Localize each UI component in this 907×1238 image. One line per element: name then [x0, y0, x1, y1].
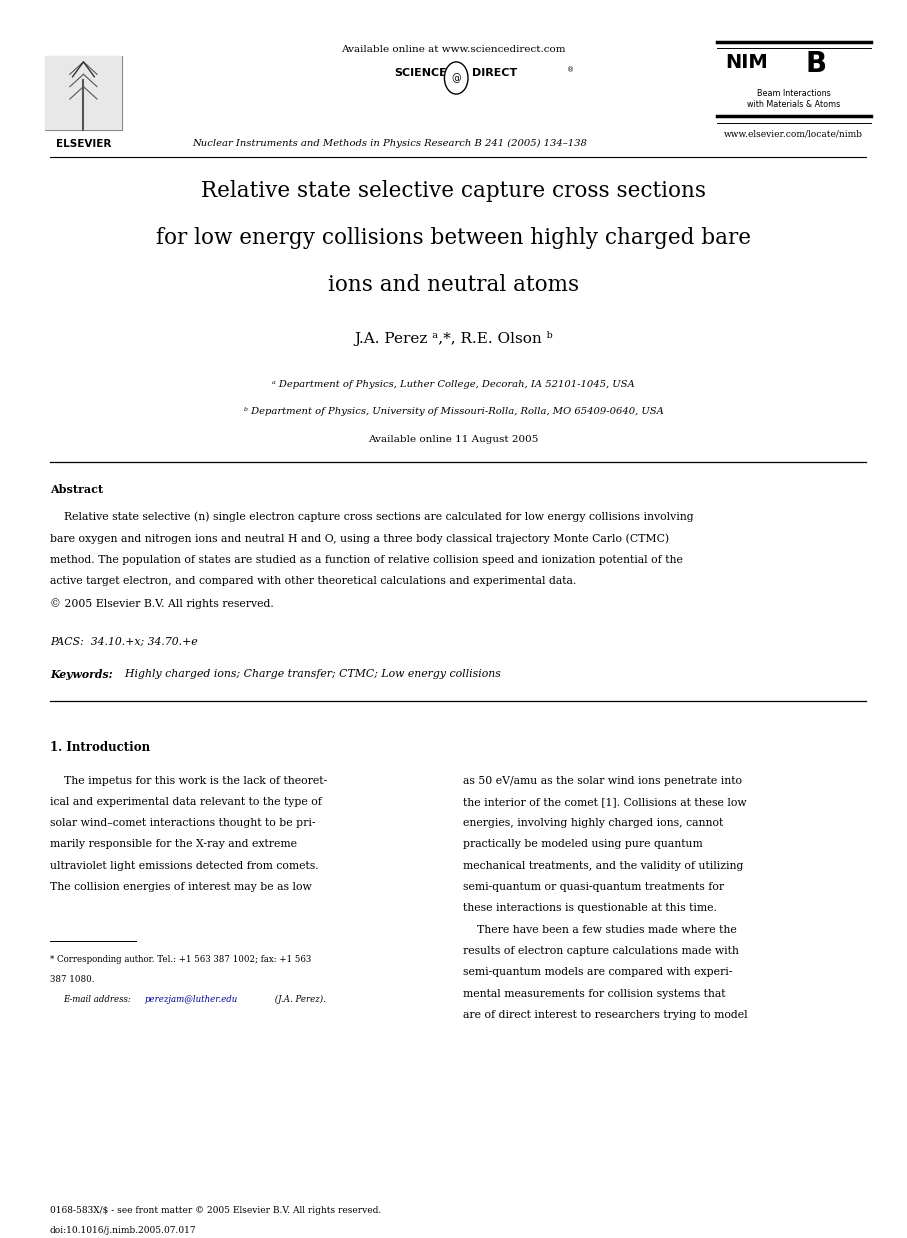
Text: ®: ® [567, 67, 574, 73]
Text: ical and experimental data relevant to the type of: ical and experimental data relevant to t… [50, 797, 322, 807]
Text: active target electron, and compared with other theoretical calculations and exp: active target electron, and compared wit… [50, 576, 576, 587]
Text: Highly charged ions; Charge transfer; CTMC; Low energy collisions: Highly charged ions; Charge transfer; CT… [118, 670, 501, 680]
Text: semi-quantum or quasi-quantum treatments for: semi-quantum or quasi-quantum treatments… [463, 883, 724, 893]
Text: ELSEVIER: ELSEVIER [55, 139, 112, 149]
Text: The impetus for this work is the lack of theoret-: The impetus for this work is the lack of… [50, 775, 327, 786]
Text: E-mail address:: E-mail address: [63, 995, 134, 1004]
Text: results of electron capture calculations made with: results of electron capture calculations… [463, 946, 738, 956]
Text: * Corresponding author. Tel.: +1 563 387 1002; fax: +1 563: * Corresponding author. Tel.: +1 563 387… [50, 956, 311, 964]
Text: @: @ [452, 73, 461, 83]
Text: ᵇ Department of Physics, University of Missouri-Rolla, Rolla, MO 65409-0640, USA: ᵇ Department of Physics, University of M… [244, 407, 663, 416]
Text: Abstract: Abstract [50, 484, 103, 495]
Text: DIRECT: DIRECT [472, 68, 517, 78]
Text: mechanical treatments, and the validity of utilizing: mechanical treatments, and the validity … [463, 860, 743, 870]
FancyBboxPatch shape [45, 56, 122, 130]
Text: practically be modeled using pure quantum: practically be modeled using pure quantu… [463, 839, 702, 849]
Text: solar wind–comet interactions thought to be pri-: solar wind–comet interactions thought to… [50, 818, 316, 828]
Text: Keywords:: Keywords: [50, 670, 112, 680]
Text: The collision energies of interest may be as low: The collision energies of interest may b… [50, 883, 312, 893]
Text: ions and neutral atoms: ions and neutral atoms [328, 274, 579, 296]
Text: these interactions is questionable at this time.: these interactions is questionable at th… [463, 904, 717, 914]
Text: doi:10.1016/j.nimb.2005.07.017: doi:10.1016/j.nimb.2005.07.017 [50, 1226, 197, 1234]
Text: bare oxygen and nitrogen ions and neutral H and O, using a three body classical : bare oxygen and nitrogen ions and neutra… [50, 532, 669, 543]
Text: Available online at www.sciencedirect.com: Available online at www.sciencedirect.co… [341, 45, 566, 53]
Text: 1. Introduction: 1. Introduction [50, 740, 150, 754]
Text: Relative state selective (n) single electron capture cross sections are calculat: Relative state selective (n) single elec… [50, 511, 694, 522]
Text: as 50 eV/amu as the solar wind ions penetrate into: as 50 eV/amu as the solar wind ions pene… [463, 775, 742, 786]
Text: 0168-583X/$ - see front matter © 2005 Elsevier B.V. All rights reserved.: 0168-583X/$ - see front matter © 2005 El… [50, 1206, 381, 1214]
Text: (J.A. Perez).: (J.A. Perez). [272, 995, 326, 1004]
Text: www.elsevier.com/locate/nimb: www.elsevier.com/locate/nimb [724, 130, 863, 139]
Text: Relative state selective capture cross sections: Relative state selective capture cross s… [201, 180, 706, 202]
Text: mental measurements for collision systems that: mental measurements for collision system… [463, 989, 725, 999]
FancyBboxPatch shape [45, 56, 122, 130]
Text: PACS:  34.10.+x; 34.70.+e: PACS: 34.10.+x; 34.70.+e [50, 638, 198, 647]
Text: method. The population of states are studied as a function of relative collision: method. The population of states are stu… [50, 555, 683, 565]
Text: semi-quantum models are compared with experi-: semi-quantum models are compared with ex… [463, 967, 732, 977]
Text: NIM: NIM [726, 53, 768, 72]
Text: Beam Interactions
with Materials & Atoms: Beam Interactions with Materials & Atoms [747, 89, 840, 109]
Text: Available online 11 August 2005: Available online 11 August 2005 [368, 435, 539, 443]
Text: energies, involving highly charged ions, cannot: energies, involving highly charged ions,… [463, 818, 723, 828]
Text: Nuclear Instruments and Methods in Physics Research B 241 (2005) 134–138: Nuclear Instruments and Methods in Physi… [192, 139, 588, 147]
Text: ultraviolet light emissions detected from comets.: ultraviolet light emissions detected fro… [50, 860, 318, 870]
Text: 387 1080.: 387 1080. [50, 976, 94, 984]
Text: B: B [805, 50, 826, 78]
Text: SCIENCE: SCIENCE [395, 68, 447, 78]
Text: There have been a few studies made where the: There have been a few studies made where… [463, 925, 736, 935]
Text: perezjam@luther.edu: perezjam@luther.edu [145, 995, 239, 1004]
Text: J.A. Perez ᵃ,*, R.E. Olson ᵇ: J.A. Perez ᵃ,*, R.E. Olson ᵇ [354, 331, 553, 345]
Text: ᵃ Department of Physics, Luther College, Decorah, IA 52101-1045, USA: ᵃ Department of Physics, Luther College,… [272, 380, 635, 389]
Text: © 2005 Elsevier B.V. All rights reserved.: © 2005 Elsevier B.V. All rights reserved… [50, 598, 274, 609]
Text: for low energy collisions between highly charged bare: for low energy collisions between highly… [156, 227, 751, 249]
Text: marily responsible for the X-ray and extreme: marily responsible for the X-ray and ext… [50, 839, 297, 849]
Circle shape [444, 62, 468, 94]
Text: the interior of the comet [1]. Collisions at these low: the interior of the comet [1]. Collision… [463, 797, 746, 807]
Text: are of direct interest to researchers trying to model: are of direct interest to researchers tr… [463, 1010, 747, 1020]
